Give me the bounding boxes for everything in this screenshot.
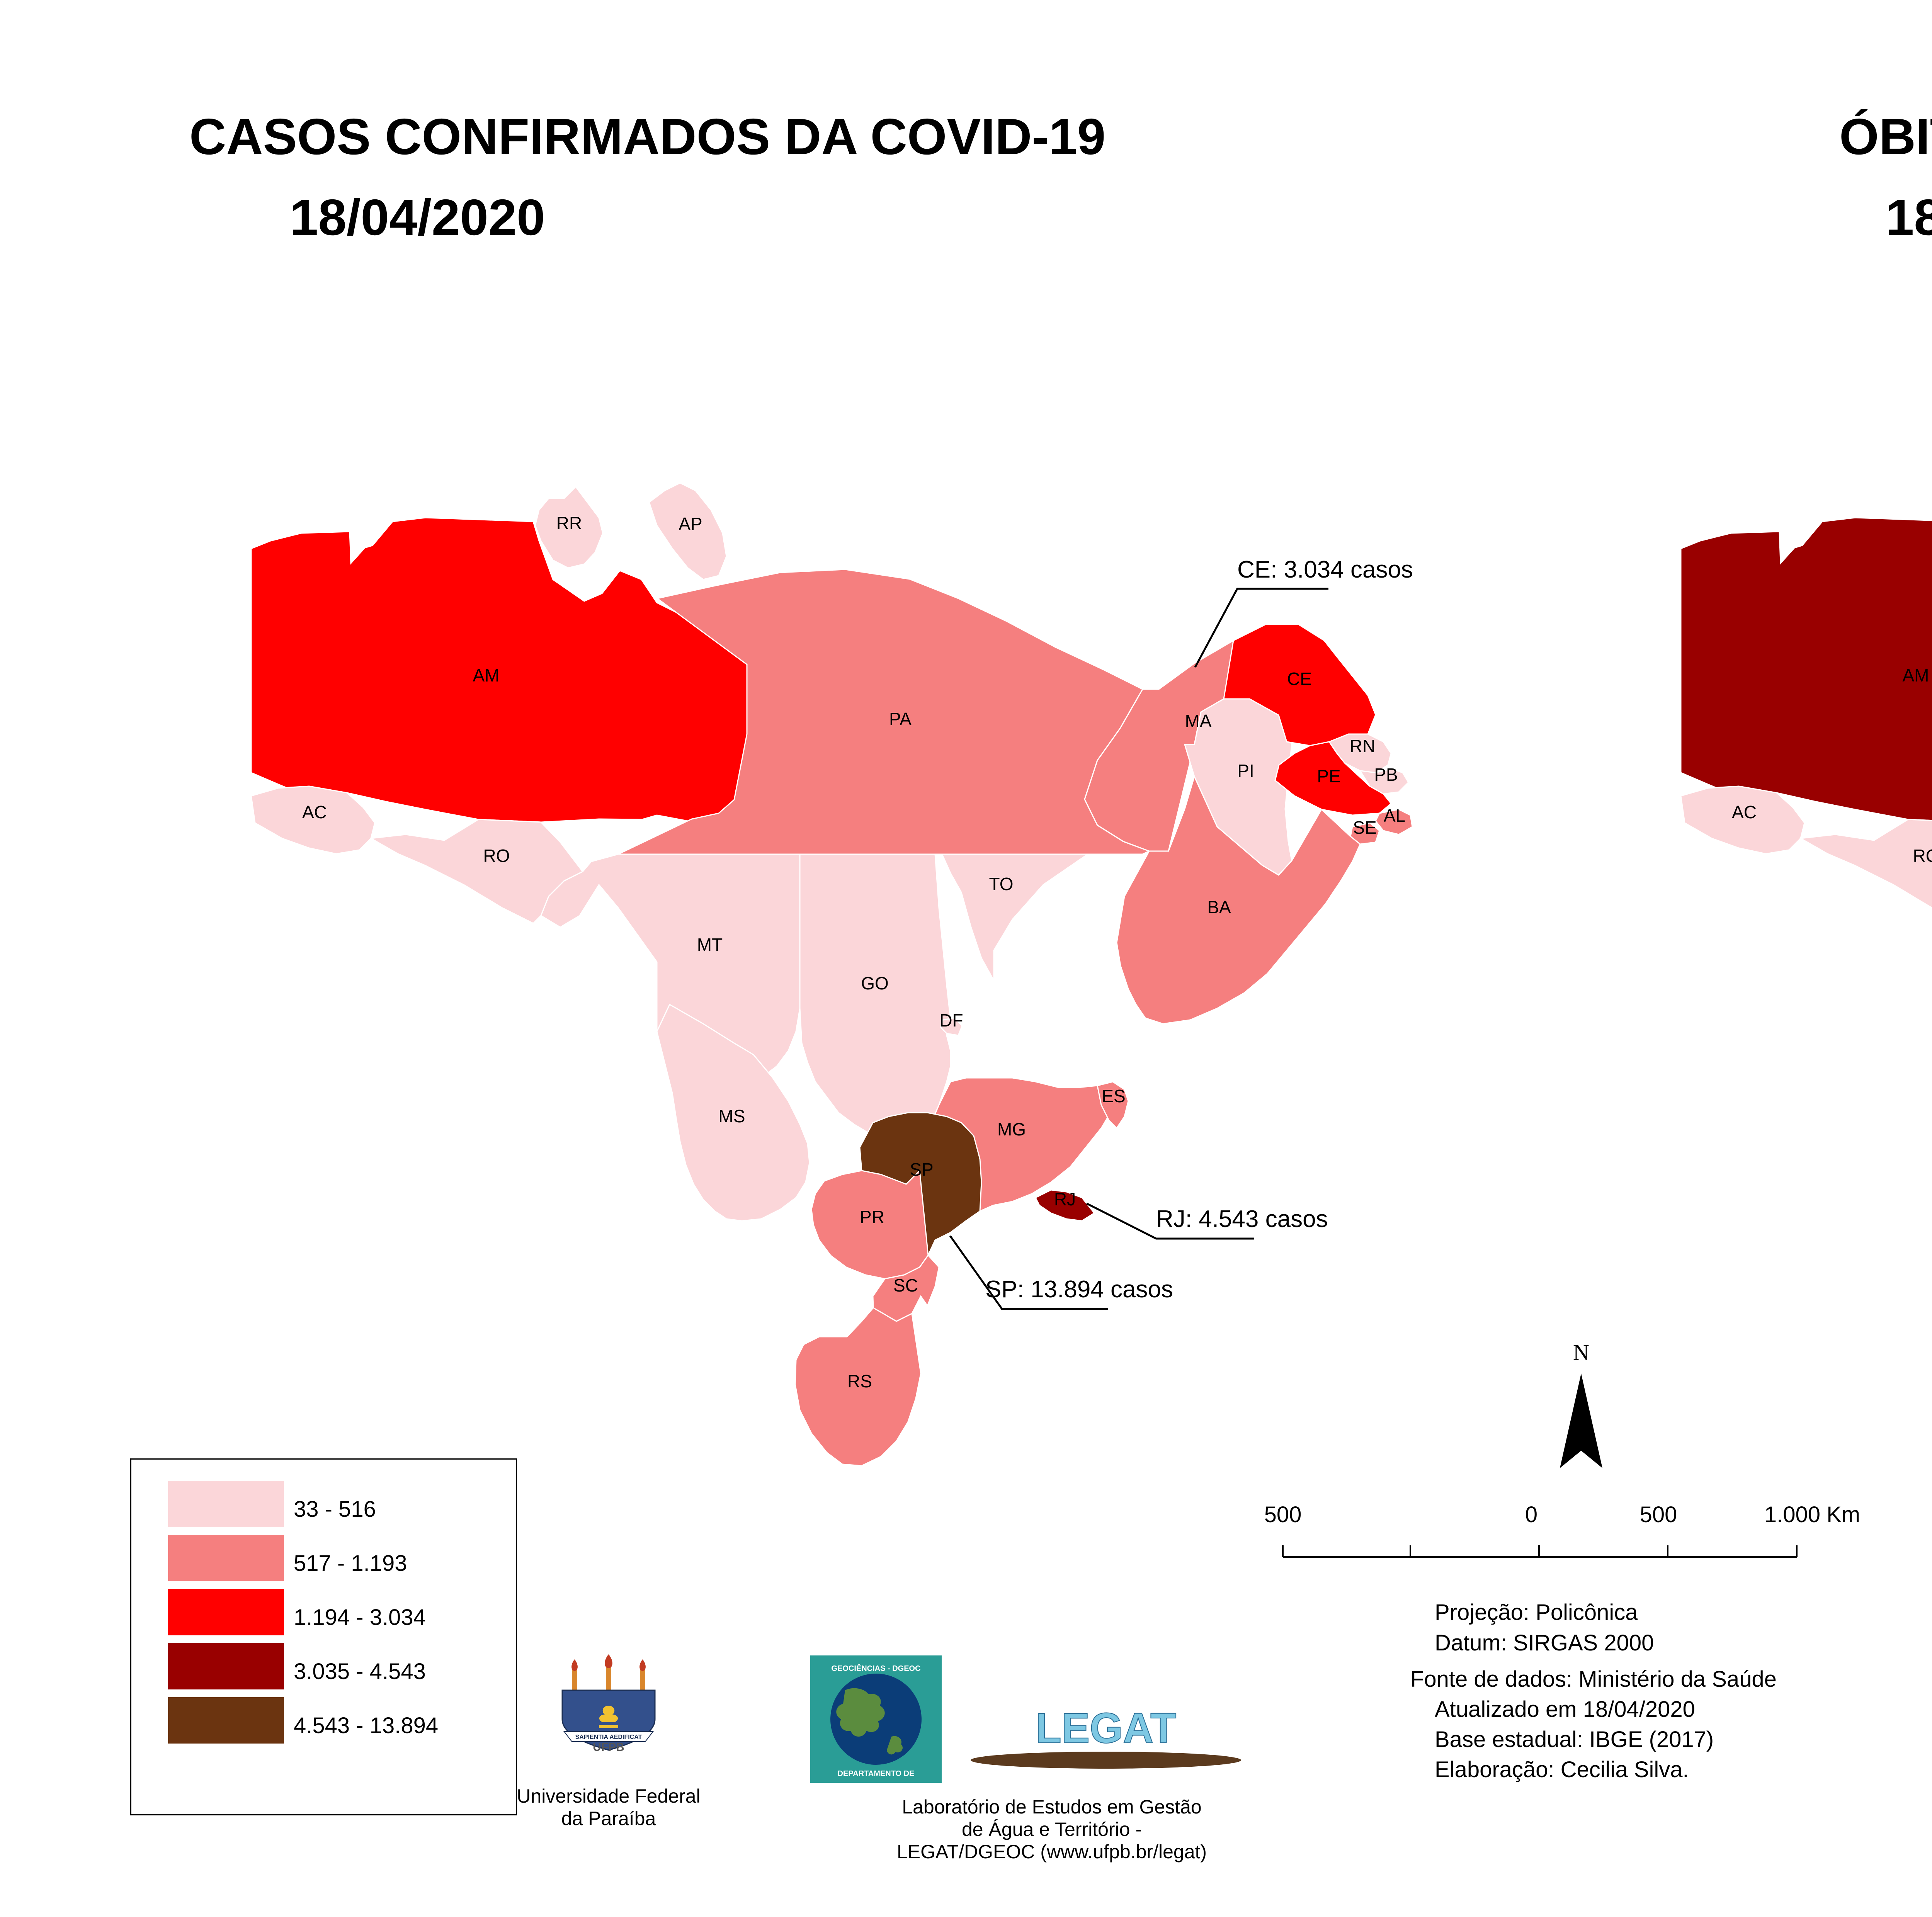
svg-text:N: N [1573,1340,1589,1365]
svg-text:DEPARTAMENTO DE: DEPARTAMENTO DE [838,1769,915,1778]
svg-text:1.000 Km: 1.000 Km [1764,1502,1860,1527]
svg-text:GEOCIÊNCIAS - DGEOC: GEOCIÊNCIAS - DGEOC [831,1664,920,1673]
svg-text:0: 0 [1525,1502,1537,1527]
svg-text:500: 500 [1640,1502,1677,1527]
svg-text:LEGAT: LEGAT [1036,1705,1177,1752]
svg-text:RJ: 4.543 casos: RJ: 4.543 casos [1156,1206,1328,1232]
svg-text:SP: 13.894 casos: SP: 13.894 casos [985,1276,1173,1303]
svg-text:SAPIENTIA AEDIFICAT: SAPIENTIA AEDIFICAT [575,1734,642,1740]
svg-text:500: 500 [1264,1502,1302,1527]
svg-text:CE: 3.034 casos: CE: 3.034 casos [1237,556,1413,583]
svg-text:UFPB: UFPB [593,1741,624,1754]
